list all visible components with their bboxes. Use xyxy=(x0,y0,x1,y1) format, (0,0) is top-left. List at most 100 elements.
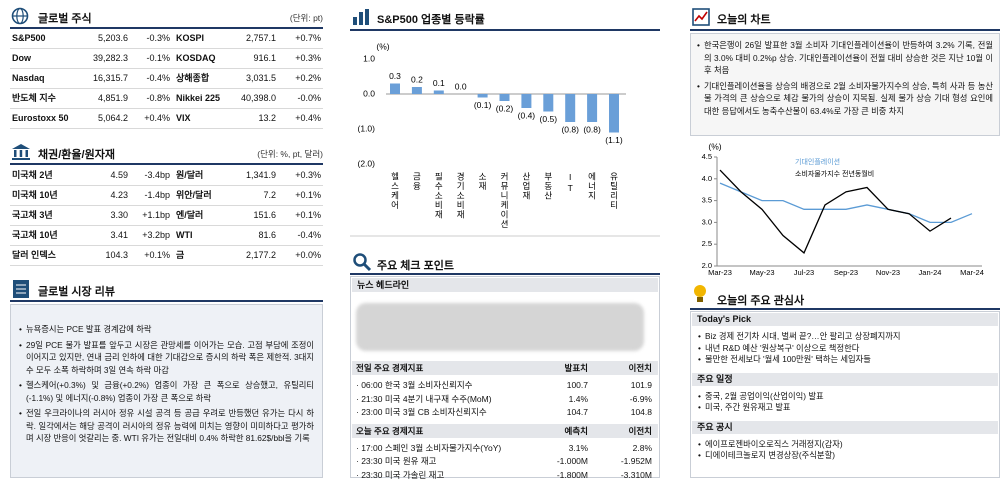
item-value: 40,398.0 xyxy=(240,93,276,103)
table-row: 미국채 10년 4.23 -1.4bp 위안/달러 7.2 +0.1% xyxy=(10,185,323,206)
x-tick-label: IT xyxy=(565,172,575,194)
econ-value: -6.9% xyxy=(629,393,652,404)
item-name: 미국채 10년 xyxy=(12,190,58,200)
bar-icon xyxy=(353,9,369,25)
item-name: KOSPI xyxy=(176,33,205,43)
bar xyxy=(411,87,422,94)
table-row: Nasdaq 16,315.7 -0.4% 상해종합 3,031.5 +0.2% xyxy=(10,68,323,89)
x-tick-label: 필수소비재 xyxy=(434,171,444,219)
header-rule xyxy=(350,273,660,275)
unit-label: (단위: %, pt, 달러) xyxy=(257,149,323,159)
header-rule xyxy=(10,163,323,165)
bar xyxy=(521,94,532,108)
interest-item: 미국, 주간 원유재고 발표 xyxy=(698,402,992,414)
bar xyxy=(433,90,444,94)
item-value: 4.23 xyxy=(110,190,128,200)
x-tick-label: May-23 xyxy=(749,268,774,277)
interest-section-title: 주요 일정 xyxy=(692,372,998,386)
item-name: 국고채 10년 xyxy=(12,230,58,240)
value-label: (0.4) xyxy=(518,110,536,120)
x-tick-label: Jan-24 xyxy=(919,268,942,277)
x-tick-label: 에너지 xyxy=(587,172,597,201)
interest-item: 에이프로젠바이오로직스 거래정지(감자) xyxy=(698,439,992,451)
interest-item: 중국, 2월 공업이익(산업이익) 발표 xyxy=(698,391,992,403)
interest-section: 주요 공시에이프로젠바이오로직스 거래정지(감자)디에이테크놀로지 변경상장(주… xyxy=(692,420,998,462)
interest-list: 에이프로젠바이오로직스 거래정지(감자)디에이테크놀로지 변경상장(주식분할) xyxy=(692,434,998,462)
bullet-text: 뉴욕증시는 PCE 발표 경계감에 하락 xyxy=(19,323,314,336)
y-tick-label: (1.0) xyxy=(358,123,376,133)
value-label: (0.5) xyxy=(540,114,558,124)
item-name: 달러 인덱스 xyxy=(12,250,56,260)
table-row: S&P500 5,203.6 -0.3% KOSPI 2,757.1 +0.7% xyxy=(10,28,323,49)
review-box: 뉴욕증시는 PCE 발표 경계감에 하락 29일 PCE 물가 발표를 앞두고 시… xyxy=(10,304,323,478)
blurred-headlines xyxy=(356,303,644,351)
header-rule xyxy=(690,308,1000,310)
value-label: (0.1) xyxy=(474,100,492,110)
item-value: 16,315.7 xyxy=(92,73,128,83)
table-row: 미국채 2년 4.59 -3.4bp 원/달러 1,341.9 +0.3% xyxy=(10,165,323,186)
y-tick-label: 4.5 xyxy=(702,152,712,161)
bullet-text: 기대인플레이션율을 상승의 배경으로 2월 소비자물가지수의 상승, 특히 사과… xyxy=(697,80,993,118)
section-title: 채권/환율/원자재 xyxy=(38,149,115,161)
bar xyxy=(499,94,510,101)
x-tick-label: Mar-23 xyxy=(708,268,732,277)
bar xyxy=(609,94,619,133)
bar-chart: (%)1.0 0.0 (1.0) (2.0) 0.3 헬스케어 0.2 금융 0.1 필수소비재 0… xyxy=(350,41,660,237)
interest-item: 물만한 전세보다 '월세 100만원' 택하는 세입자들 xyxy=(698,354,992,366)
header-rule xyxy=(10,27,323,29)
section-title: 주요 체크 포인트 xyxy=(377,260,454,272)
bar xyxy=(565,94,576,122)
bullet-text: 헬스케어(+0.3%) 및 금융(+0.2%) 업종이 가장 큰 폭으로 상승했… xyxy=(19,379,314,404)
econ-item: · 17:00 스페인 3월 소비자물가지수(YoY) xyxy=(356,442,502,453)
interest-section: 주요 일정중국, 2월 공업이익(산업이익) 발표미국, 주간 원유재고 발표 xyxy=(692,372,998,414)
item-change: -1.4bp xyxy=(144,190,170,200)
item-change: -0.1% xyxy=(146,53,170,63)
item-name: Nikkei 225 xyxy=(176,93,221,103)
econ-value: -1.800M xyxy=(556,469,588,480)
interest-section-title: Today's Pick xyxy=(692,313,998,326)
item-change: +0.7% xyxy=(295,33,321,43)
item-name: 반도체 지수 xyxy=(12,93,56,103)
interest-list: 중국, 2월 공업이익(산업이익) 발표미국, 주간 원유재고 발표 xyxy=(692,386,998,414)
item-change: +0.2% xyxy=(295,73,321,83)
value-label: 0.2 xyxy=(411,74,423,84)
econ-value: 101.9 xyxy=(630,380,652,390)
item-name: Dow xyxy=(12,53,31,63)
item-name: 원/달러 xyxy=(176,170,204,180)
globe-icon xyxy=(11,7,29,25)
item-name: 국고채 3년 xyxy=(12,210,53,220)
y-tick-label: 4.0 xyxy=(702,174,712,183)
item-name: 엔/달러 xyxy=(176,210,204,220)
item-name: KOSDAQ xyxy=(176,53,216,63)
item-name: VIX xyxy=(176,113,191,123)
item-change: +0.1% xyxy=(144,250,170,260)
y-tick-label: 2.5 xyxy=(702,239,712,248)
chart-icon xyxy=(692,8,710,26)
header-rule xyxy=(10,300,323,302)
x-tick-label: 경기소비재 xyxy=(456,171,466,219)
table-row: 달러 인덱스 104.3 +0.1% 금 2,177.2 +0.0% xyxy=(10,245,323,266)
y-tick-label: 3.0 xyxy=(702,217,712,226)
header-rule xyxy=(690,29,1000,31)
item-value: 2,757.1 xyxy=(245,33,276,43)
interest-list: Biz 경제 전기차 시대, 벌써 끝?…안 팔리고 상장폐지까지내년 R&D … xyxy=(692,326,998,366)
econ-value: -1.000M xyxy=(556,456,588,466)
bullet-text: 한국은행이 26일 발표한 3월 소비자 기대인플레이션율이 반등하여 3.2%… xyxy=(697,39,993,77)
y-axis-label: (%) xyxy=(708,141,721,151)
item-name: 금 xyxy=(176,250,185,260)
econ-value: 1.4% xyxy=(568,393,588,404)
interest-box: Today's PickBiz 경제 전기차 시대, 벌써 끝?…안 팔리고 상… xyxy=(690,311,1000,478)
item-value: 3,031.5 xyxy=(245,73,276,83)
table-row: 국고채 3년 3.30 +1.1bp 엔/달러 151.6 +0.1% xyxy=(10,205,323,226)
bar xyxy=(587,94,598,122)
x-tick-label: 부동산 xyxy=(543,172,553,201)
item-change: +3.2bp xyxy=(142,230,170,240)
table-row: 반도체 지수 4,851.9 -0.8% Nikkei 225 40,398.0 -0.0… xyxy=(10,88,323,109)
econ-value: -1.952M xyxy=(620,456,652,466)
x-tick-label: Sep-23 xyxy=(834,268,858,277)
x-tick-label: 금융 xyxy=(412,172,422,191)
value-label: (0.2) xyxy=(496,103,514,113)
item-value: 4.59 xyxy=(110,170,128,180)
item-value: 5,203.6 xyxy=(97,33,128,43)
item-change: -0.8% xyxy=(146,93,170,103)
